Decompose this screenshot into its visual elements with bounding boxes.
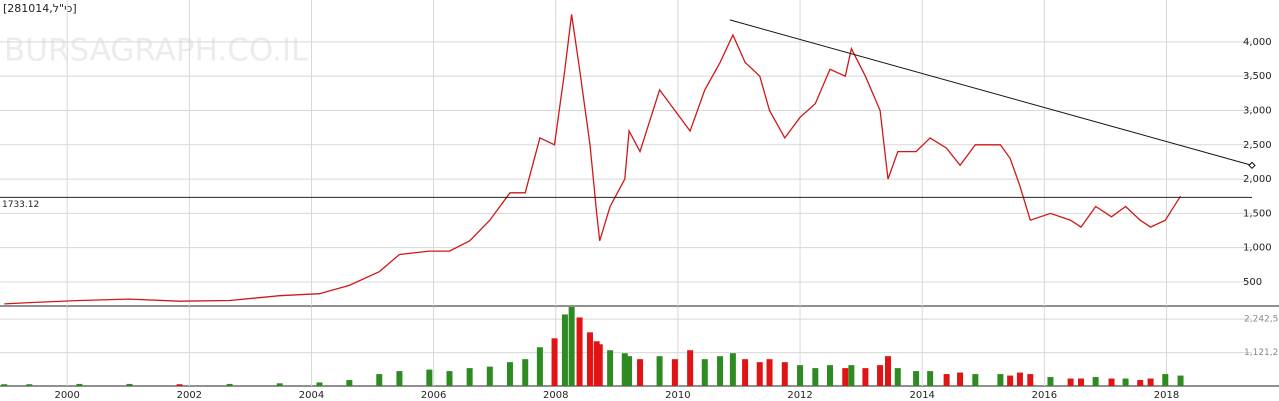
- y-tick-label: 3,000: [1243, 105, 1272, 116]
- volume-bar: [376, 374, 383, 386]
- volume-bar: [1067, 378, 1074, 386]
- volume-bar: [826, 365, 833, 386]
- volume-bar: [756, 362, 763, 386]
- y-tick-label: 3,500: [1243, 71, 1272, 82]
- volume-bar: [1137, 380, 1144, 386]
- volume-bar: [687, 350, 694, 386]
- volume-bar: [997, 374, 1004, 386]
- trend-line: [729, 19, 1253, 166]
- y-tick-label: 2,500: [1243, 140, 1272, 151]
- volume-bar: [466, 368, 473, 386]
- volume-bar: [671, 359, 678, 386]
- volume-bar: [126, 383, 133, 386]
- x-tick-label: 2014: [909, 390, 934, 401]
- volume-bar: [1147, 378, 1154, 386]
- volume-bar: [1027, 374, 1034, 386]
- volume-bar: [742, 359, 749, 386]
- volume-bar: [626, 356, 633, 386]
- volume-bar: [885, 356, 892, 386]
- volume-bar: [396, 371, 403, 386]
- volume-bar: [1162, 374, 1169, 386]
- x-tick-label: 2016: [1032, 390, 1057, 401]
- x-tick-label: 2008: [543, 390, 568, 401]
- volume-bar: [568, 307, 575, 386]
- x-tick-label: 2006: [421, 390, 446, 401]
- watermark: BURSAGRAPH.CO.IL: [4, 33, 309, 69]
- trend-end: [1248, 161, 1256, 170]
- y-tick-label: 1,000: [1243, 243, 1272, 254]
- volume-bar: [446, 371, 453, 386]
- volume-bar: [972, 374, 979, 386]
- volume-bar: [1007, 375, 1014, 386]
- volume-bar: [842, 368, 849, 386]
- volume-bar: [1077, 378, 1084, 386]
- x-tick-label: 2000: [54, 390, 79, 401]
- volume-bar: [346, 380, 353, 386]
- volume-bar: [656, 356, 663, 386]
- volume-bar: [316, 382, 323, 386]
- volume-bar: [1047, 377, 1054, 386]
- volume-bar: [812, 368, 819, 386]
- volume-bar: [927, 371, 934, 386]
- volume-bar: [877, 365, 884, 386]
- volume-bar: [1092, 377, 1099, 386]
- volume-bar: [561, 314, 568, 386]
- volume-bar: [766, 359, 773, 386]
- volume-bar: [607, 350, 614, 386]
- x-tick-label: 2012: [787, 390, 812, 401]
- volume-bar: [586, 332, 593, 386]
- volume-bar: [486, 366, 493, 386]
- x-tick-label: 2018: [1154, 390, 1179, 401]
- volume-bar: [576, 317, 583, 386]
- y-tick-label: 4,000: [1243, 37, 1272, 48]
- volume-bar: [426, 369, 433, 386]
- y-tick-label: 2,000: [1243, 174, 1272, 185]
- volume-bar: [781, 362, 788, 386]
- volume-bar: [729, 353, 736, 386]
- volume-bar: [894, 368, 901, 386]
- volume-bar: [1108, 378, 1115, 386]
- x-tick-label: 2002: [177, 390, 202, 401]
- price-line: [4, 14, 1182, 305]
- volume-bar: [957, 372, 964, 386]
- volume-bar: [621, 353, 628, 386]
- volume-bar: [797, 365, 804, 386]
- y-tick-label: 1,121,28: [1244, 348, 1279, 358]
- volume-bar: [701, 359, 708, 386]
- volume-bar: [1, 384, 8, 386]
- volume-bar: [1016, 372, 1023, 386]
- x-tick-label: 2010: [665, 390, 690, 401]
- volume-bar: [593, 341, 600, 386]
- volume-bar: [551, 338, 558, 386]
- y-tick-label: 2,242,57: [1244, 315, 1279, 325]
- volume-bar: [862, 368, 869, 386]
- volume-bar: [1177, 375, 1184, 386]
- y-tick-label: 1,500: [1243, 208, 1272, 219]
- volume-bar: [1122, 378, 1129, 386]
- level-label: 1733.12: [2, 200, 39, 210]
- volume-bar: [26, 384, 33, 386]
- volume-bar: [717, 356, 724, 386]
- volume-bar: [522, 359, 529, 386]
- volume-bar: [226, 383, 233, 386]
- volume-bar: [76, 383, 83, 386]
- x-tick-label: 2004: [299, 390, 324, 401]
- volume-bar: [506, 362, 513, 386]
- volume-bar: [536, 347, 543, 386]
- volume-bar: [637, 359, 644, 386]
- volume-bar: [943, 374, 950, 386]
- volume-bar: [596, 344, 603, 386]
- volume-bar: [848, 365, 855, 386]
- y-tick-label: 500: [1243, 277, 1262, 288]
- symbol: [281014,כי"ל]: [3, 2, 77, 15]
- volume-bar: [176, 384, 183, 386]
- volume-bar: [276, 383, 283, 386]
- volume-bar: [913, 371, 920, 386]
